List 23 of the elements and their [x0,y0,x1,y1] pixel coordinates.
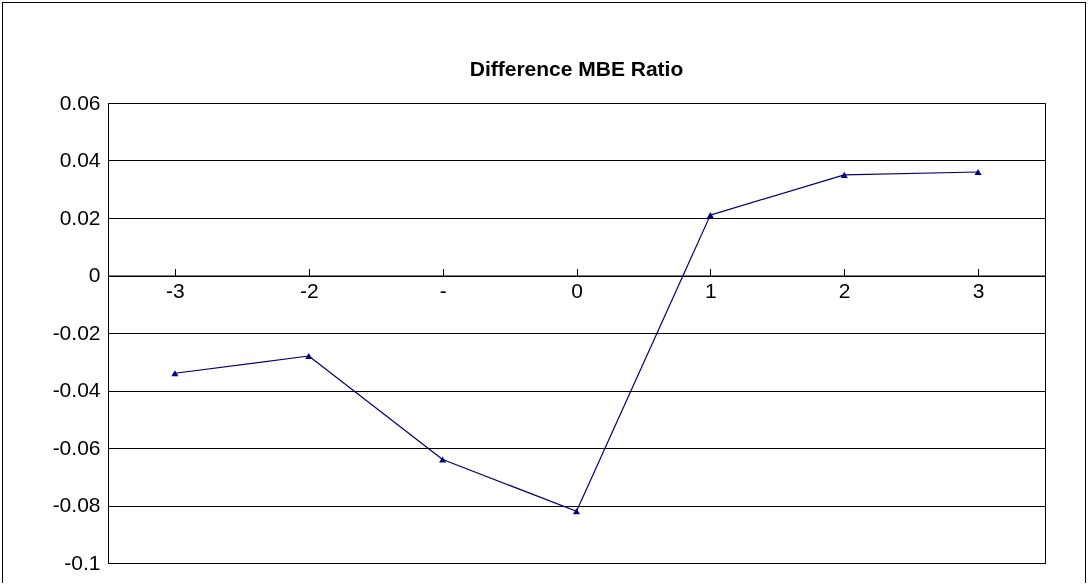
x-tick-label: -2 [299,279,319,302]
x-tick-label: - [439,279,447,302]
point [439,456,447,463]
point [974,168,982,176]
y-tick-label: 0.06 [59,90,101,114]
y-tick-label: -0.06 [52,435,101,459]
x-tick-label: 3 [972,279,985,302]
point [840,171,848,178]
x-tick-label: 1 [705,279,717,302]
point [305,352,313,360]
x-tick-label: -3 [166,279,185,302]
x-tick-label: 0 [571,279,583,302]
y-tick-label: -0.1 [64,550,101,574]
chart-title: Difference MBE Ratio [469,57,684,80]
y-tick-label: 0.04 [59,148,101,171]
x-tick-label: 2 [838,279,851,302]
y-tick-label: 0 [88,263,101,286]
y-tick-label: -0.08 [52,493,101,516]
y-tick-label: -0.04 [52,378,101,401]
point [706,212,714,219]
y-tick-label: 0.02 [59,205,101,229]
y-tick-label: -0.02 [52,320,101,344]
point [572,508,581,515]
